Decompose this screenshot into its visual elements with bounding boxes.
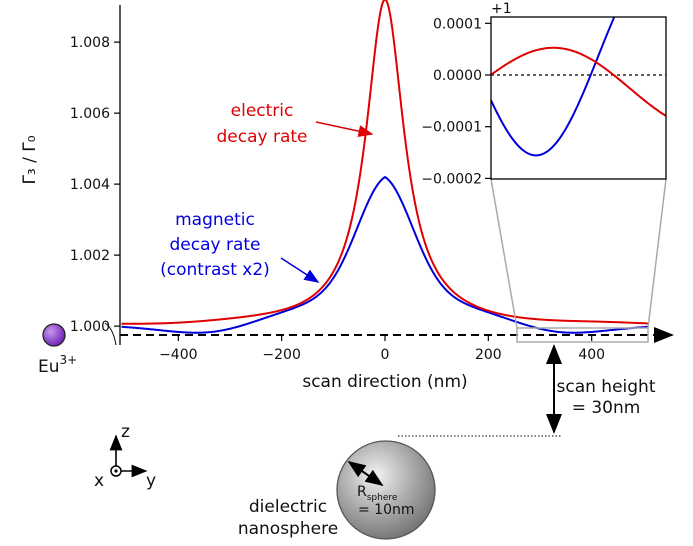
electric-label-line1: electric <box>231 101 294 121</box>
scan-height-indicator: scan height = 30nm <box>398 344 656 437</box>
y-axis-label-triad: y <box>146 471 156 491</box>
sphere-radius-subscript: sphere <box>367 493 398 503</box>
x-axis-label: scan direction (nm) <box>302 372 467 392</box>
zoom-connector-right <box>647 178 667 329</box>
sphere-label-line1: dielectric <box>249 497 327 517</box>
x-tick-label: 0 <box>381 347 390 363</box>
x-axis-label-triad: x <box>94 471 104 491</box>
magnetic-annotation: magnetic decay rate (contrast x2) <box>160 210 320 283</box>
magnetic-label-line1: magnetic <box>175 210 255 230</box>
magnetic-label-line3: (contrast x2) <box>160 260 270 280</box>
inset-y-tick-group: 0.0001 0.0000 −0.0001 −0.0002 <box>421 16 491 187</box>
sphere-body <box>336 440 436 540</box>
magnetic-decay-curve <box>121 175 649 334</box>
inset-y-tick-label: −0.0002 <box>421 171 482 187</box>
coordinate-axes-icon: z x y <box>94 422 156 491</box>
x-tick-label: −400 <box>159 347 197 363</box>
x-tick-label: 200 <box>475 347 502 363</box>
sphere-radius-symbol: R <box>357 484 367 500</box>
x-tick-group: −400 −200 0 200 400 <box>159 335 605 363</box>
sphere-radius-label: Rsphere <box>357 484 398 503</box>
electric-annotation: electric decay rate <box>216 101 374 147</box>
sphere-label-line2: nanosphere <box>238 519 338 539</box>
y-tick-leader <box>104 322 117 346</box>
electric-decay-curve <box>121 0 649 325</box>
y-tick-label: 1.002 <box>70 248 110 264</box>
emitter: Eu3+ <box>38 323 77 377</box>
sphere-radius-value: = 10nm <box>358 502 415 518</box>
eu-ion-marker <box>42 323 66 347</box>
electric-arrow <box>315 121 374 138</box>
z-axis-label: z <box>121 422 130 442</box>
zoom-rectangle <box>516 327 649 343</box>
eu-label-base: Eu <box>38 357 60 377</box>
magnetic-arrow <box>280 257 320 283</box>
zoom-connector-left <box>490 178 518 329</box>
inset-offset-label: +1 <box>491 1 512 17</box>
magnetic-label-line2: decay rate <box>169 235 260 255</box>
scan-height-label-line1: scan height <box>557 377 656 397</box>
y-tick-label: 1.008 <box>70 35 110 51</box>
inset-frame-bg <box>491 17 666 179</box>
main-plot: 1.000 1.002 1.004 1.006 1.008 −400 −200 0 200 40… <box>20 0 674 392</box>
scan-height-label-line2: = 30nm <box>572 398 641 418</box>
inset-y-tick-label: 0.0001 <box>433 16 482 32</box>
eu-label: Eu3+ <box>38 353 77 377</box>
y-axis-label: Γ₃ / Γ₀ <box>20 135 40 184</box>
x-axis-dot <box>114 469 118 473</box>
electric-label-line2: decay rate <box>216 127 307 147</box>
eu-label-superscript: 3+ <box>60 353 78 367</box>
nanosphere: Rsphere = 10nm dielectric nanosphere <box>238 440 436 540</box>
x-tick-label: 400 <box>578 347 605 363</box>
inset-frame <box>490 16 667 180</box>
y-tick-label: 1.000 <box>70 319 110 335</box>
inset-y-tick-label: 0.0000 <box>433 68 482 84</box>
sphere-radius-arrow-back <box>347 460 383 486</box>
y-tick-group: 1.000 1.002 1.004 1.006 1.008 <box>70 35 120 346</box>
inset-magnetic-curve <box>491 17 616 157</box>
inset-electric-curve <box>491 46 666 117</box>
inset-y-tick-label: −0.0001 <box>421 120 482 136</box>
y-tick-label: 1.004 <box>70 177 110 193</box>
inset-plot: 0.0001 0.0000 −0.0001 −0.0002 +1 <box>421 1 667 187</box>
y-tick-label: 1.006 <box>70 106 110 122</box>
zoom-indicator <box>490 178 667 343</box>
x-tick-label: −200 <box>262 347 300 363</box>
